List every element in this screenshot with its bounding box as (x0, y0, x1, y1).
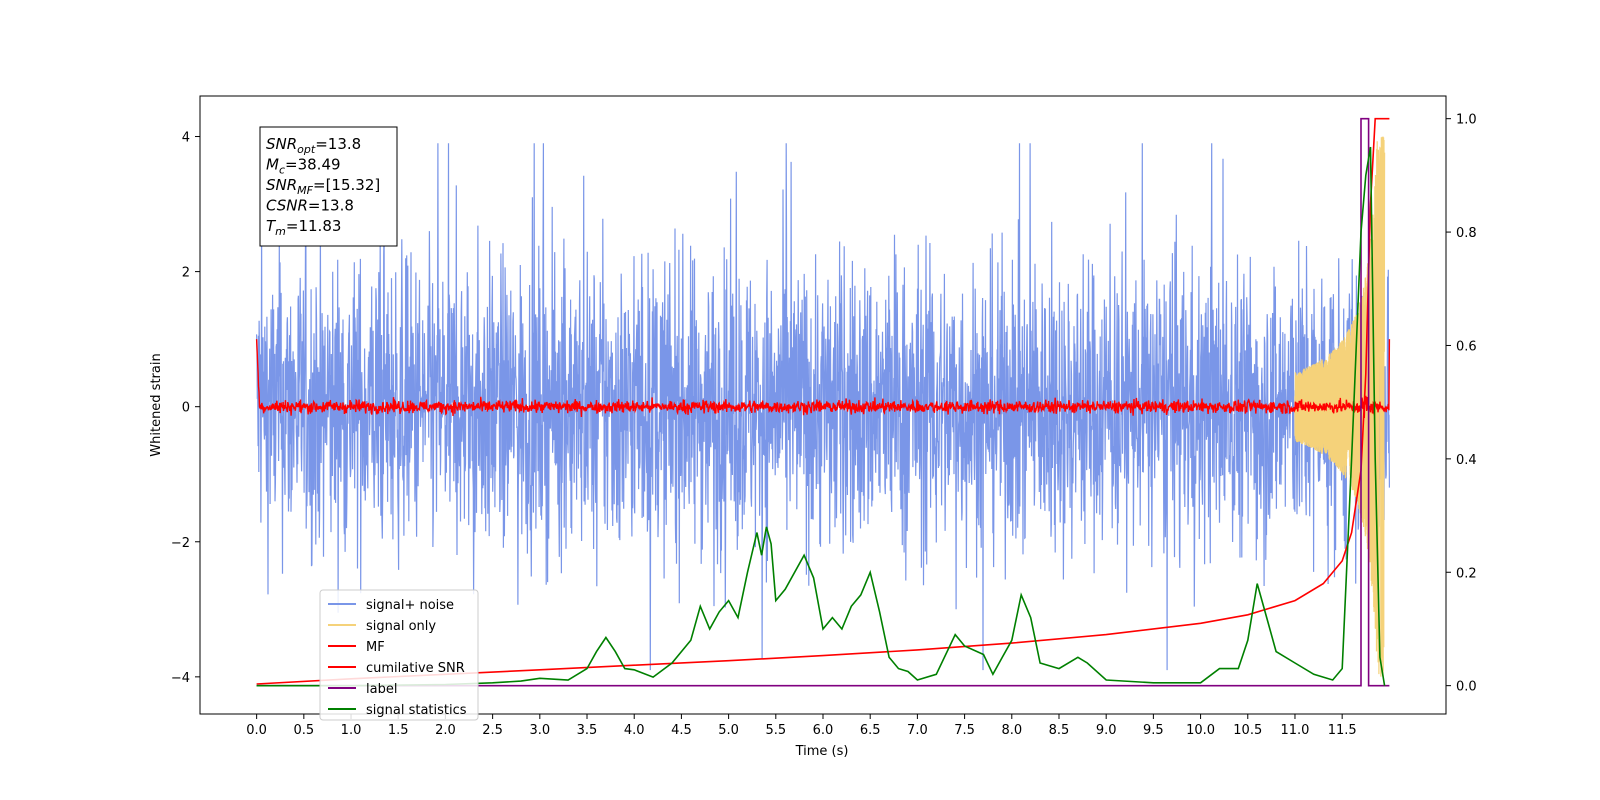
legend-label: signal only (366, 619, 436, 634)
series-label (256, 117, 1390, 687)
annotation-frame (259, 126, 398, 247)
x-tick-label: 9.0 (1096, 723, 1117, 738)
y-axis-left: 4 2 0 −2 −4 (171, 131, 200, 686)
y-tick-label: 0 (182, 401, 190, 416)
x-tick-label: 11.5 (1328, 723, 1357, 738)
x-tick-label: 4.0 (624, 723, 645, 738)
x-tick-label: 10.5 (1233, 723, 1262, 738)
y2-tick-label: 1.0 (1456, 113, 1477, 128)
y-tick-label: −2 (171, 536, 190, 551)
y-tick-label: 2 (182, 266, 190, 281)
annotation-box: SNRopt=13.8Mc=38.49SNRMF=[15.32]CSNR=13.… (259, 126, 398, 247)
annotation-line: SNRopt=13.8 (266, 135, 361, 156)
x-tick-label: 6.5 (860, 723, 881, 738)
x-tick-label: 0.0 (246, 723, 267, 738)
legend-label: MF (366, 640, 385, 655)
x-tick-label: 6.0 (813, 723, 834, 738)
legend-label: label (366, 682, 397, 697)
x-tick-label: 10.0 (1186, 723, 1215, 738)
x-tick-label: 7.5 (954, 723, 975, 738)
annotation-line: SNRMF=[15.32] (266, 176, 380, 197)
x-tick-label: 4.5 (671, 723, 692, 738)
x-tick-label: 1.0 (341, 723, 362, 738)
y2-tick-label: 0.4 (1456, 453, 1477, 468)
y2-tick-label: 0.6 (1456, 339, 1477, 354)
legend: signal+ noise signal only MF cumilative SNR… (319, 589, 479, 721)
series-signal-noise (256, 143, 1390, 671)
annotation-line: CSNR=13.8 (266, 197, 354, 215)
x-tick-label: 3.5 (577, 723, 598, 738)
y2-tick-label: 0.0 (1456, 680, 1477, 695)
x-tick-label: 8.0 (1001, 723, 1022, 738)
series-layer (255, 117, 1391, 687)
x-tick-label: 9.5 (1143, 723, 1164, 738)
x-tick-label: 2.0 (435, 723, 456, 738)
x-axis-label: Time (s) (795, 744, 849, 759)
x-tick-label: 11.0 (1280, 723, 1309, 738)
x-tick-label: 8.5 (1049, 723, 1070, 738)
series-signal-only (1294, 136, 1386, 677)
legend-label: signal statistics (366, 703, 467, 718)
y-axis-label: Whitened strain (149, 353, 164, 456)
y2-tick-label: 0.2 (1456, 566, 1477, 581)
y-tick-label: 4 (182, 131, 190, 146)
y-axis-right: 1.0 0.8 0.6 0.4 0.2 0.0 (1446, 113, 1477, 695)
series-signal-statistics (256, 146, 1386, 687)
x-tick-label: 1.5 (388, 723, 409, 738)
annotation-line: Mc=38.49 (266, 156, 341, 177)
legend-label: signal+ noise (366, 598, 454, 613)
x-tick-label: 3.0 (529, 723, 550, 738)
x-tick-label: 5.0 (718, 723, 739, 738)
y-tick-label: −4 (171, 671, 190, 686)
y2-tick-label: 0.8 (1456, 226, 1477, 241)
x-tick-label: 7.0 (907, 723, 928, 738)
x-axis: 0.0 0.5 1.0 1.5 2.0 2.5 3.0 3.5 4.0 4.5 5.0 5.5 6.0 6… (246, 714, 1357, 738)
annotation-line: Tm=11.83 (266, 217, 341, 238)
legend-label: cumilative SNR (366, 661, 465, 676)
series-cumulative-snr (256, 117, 1390, 685)
x-tick-label: 0.5 (293, 723, 314, 738)
legend-frame (319, 589, 479, 721)
x-tick-label: 2.5 (482, 723, 503, 738)
x-tick-label: 5.5 (765, 723, 786, 738)
series-mf (255, 339, 1391, 419)
